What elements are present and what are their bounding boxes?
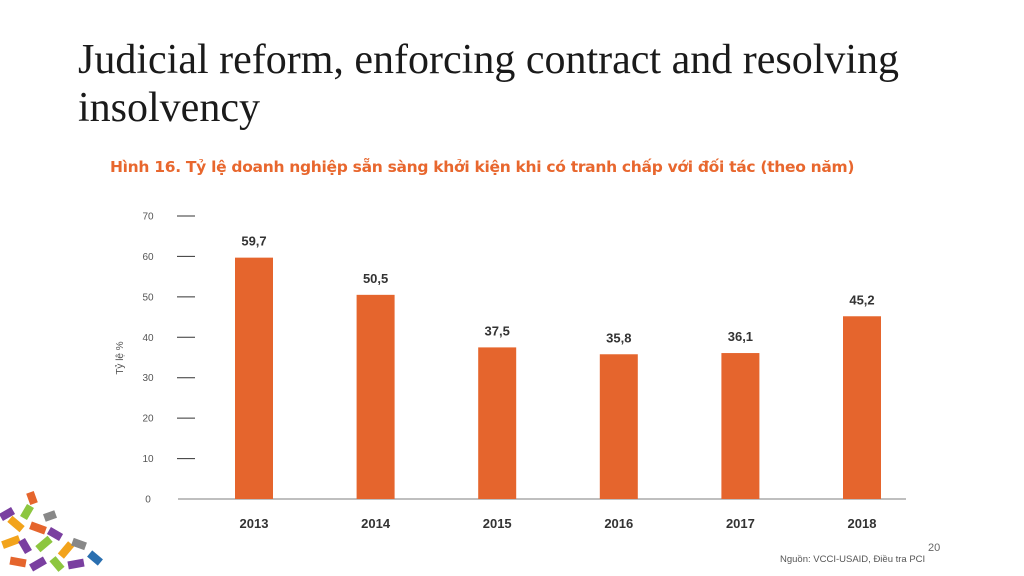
bar-2015 [478, 347, 517, 499]
bar-2013 [235, 257, 273, 499]
y-tick-label: 10 [142, 454, 154, 465]
chart-title: Hình 16. Tỷ lệ doanh nghiệp sẵn sàng khở… [110, 158, 855, 176]
data-label-2016: 35,8 [606, 330, 631, 345]
y-tick-label: 60 [142, 252, 154, 263]
bar-2018 [843, 316, 881, 499]
decorative-logo [0, 490, 103, 572]
bar-2016 [599, 354, 638, 499]
x-tick-label-2018: 2018 [848, 516, 877, 531]
x-tick-label-2015: 2015 [483, 516, 512, 531]
x-tick-label-2014: 2014 [361, 516, 391, 531]
data-label-2015: 37,5 [485, 323, 510, 338]
bar-2017 [721, 353, 760, 499]
y-tick-label: 40 [142, 333, 154, 344]
data-label-2017: 36,1 [728, 329, 753, 344]
data-label-2018: 45,2 [849, 292, 874, 307]
x-tick-label-2016: 2016 [604, 516, 633, 531]
y-tick-label: 50 [142, 292, 154, 303]
chart-source-note: Nguồn: VCCI-USAID, Điều tra PCI [780, 554, 926, 565]
page-number: 20 [928, 542, 941, 554]
x-tick-label-2017: 2017 [726, 516, 755, 531]
data-label-2013: 59,7 [241, 234, 266, 249]
x-tick-label-2013: 2013 [240, 516, 269, 531]
bar-2014 [356, 294, 395, 499]
data-label-2014: 50,5 [363, 271, 388, 286]
y-tick-label: 0 [145, 495, 151, 506]
y-tick-label: 30 [142, 373, 154, 384]
slide-title: Judicial reform, enforcing contract and … [78, 37, 900, 131]
y-axis-label: Tỷ lệ % [114, 341, 126, 374]
y-tick-label: 20 [142, 414, 154, 425]
y-tick-label: 70 [142, 212, 154, 223]
